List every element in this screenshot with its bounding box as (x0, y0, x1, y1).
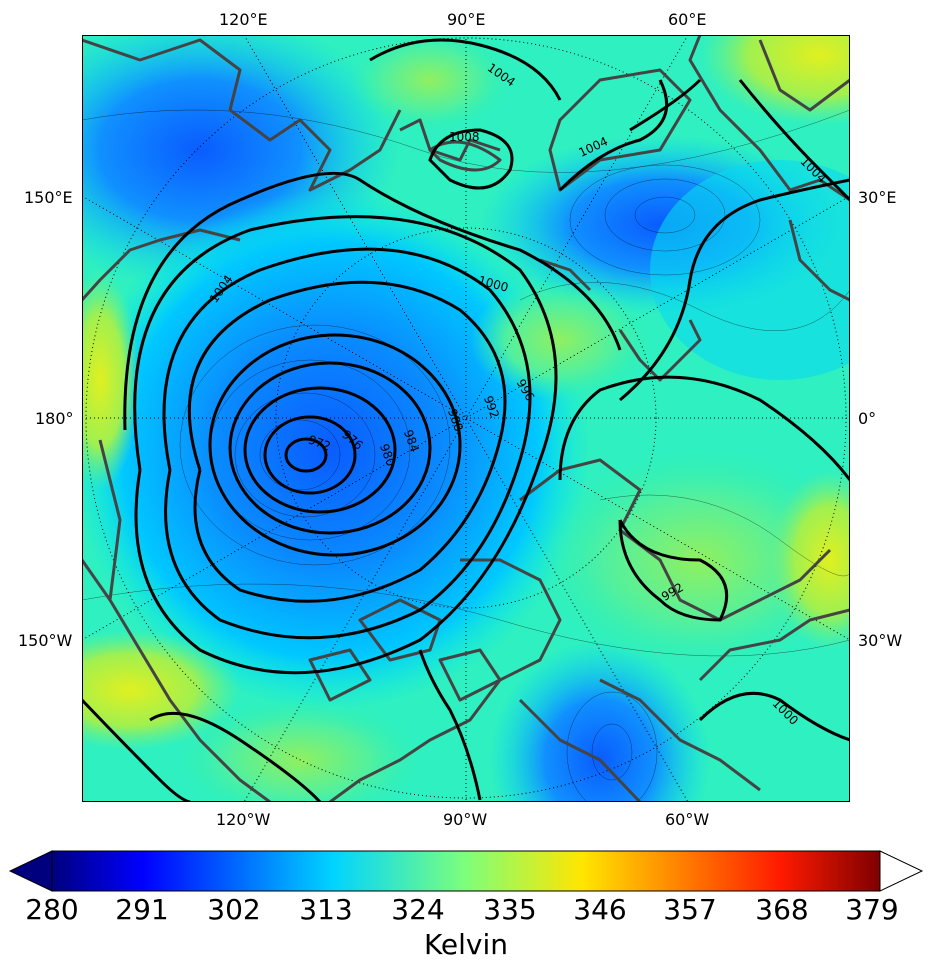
colorbar-tick: 324 (391, 893, 445, 926)
colorbar-tick: 313 (299, 893, 353, 926)
colorbar-tick: 335 (483, 893, 537, 926)
colorbar-tick: 291 (115, 893, 169, 926)
right-label: 30°E (858, 188, 897, 207)
graticule (82, 35, 850, 802)
colorbar-tick: 357 (663, 893, 717, 926)
colorbar (8, 850, 924, 892)
temperature-field (82, 35, 850, 802)
top-label: 120°E (219, 10, 268, 29)
colorbar-min-arrow (8, 850, 53, 892)
colorbar-tick: 346 (573, 893, 627, 926)
bottom-label: 120°W (216, 810, 271, 829)
top-label: 90°E (447, 10, 486, 29)
colorbar-tick: 368 (755, 893, 809, 926)
colorbar-tick: 379 (845, 893, 899, 926)
right-label: 0° (858, 409, 877, 428)
colorbar-tick: 302 (207, 893, 261, 926)
left-label: 150°E (24, 188, 73, 207)
colorbar-title: Kelvin (423, 928, 509, 961)
pressure-contours (82, 38, 850, 802)
bottom-label: 60°W (665, 810, 710, 829)
left-label: 180° (35, 409, 74, 428)
coastlines (82, 35, 850, 802)
bottom-label: 90°W (443, 810, 488, 829)
contour-label: 1008 (449, 130, 480, 144)
colorbar-tick: 280 (25, 893, 79, 926)
left-label: 150°W (18, 631, 73, 650)
right-label: 30°W (858, 631, 903, 650)
map-frame (82, 35, 850, 802)
colorbar-max-arrow (879, 850, 924, 892)
top-label: 60°E (668, 10, 707, 29)
